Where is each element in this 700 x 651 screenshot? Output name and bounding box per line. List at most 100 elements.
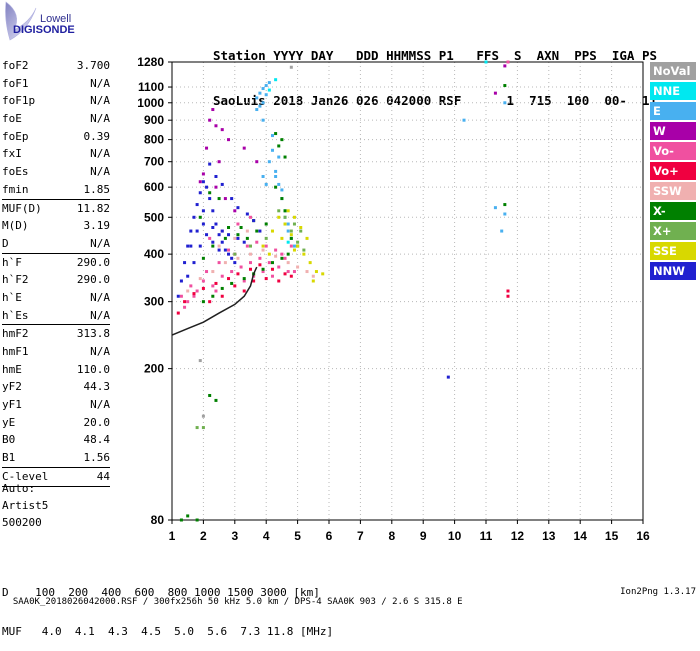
data-point: [223, 197, 227, 201]
param-name: foF1: [2, 76, 29, 90]
data-point: [267, 88, 271, 92]
param-row: fxI N/A: [2, 145, 110, 163]
data-point: [245, 229, 249, 233]
param-row: h`E N/A: [2, 289, 110, 307]
data-point: [227, 277, 231, 281]
data-point: [292, 248, 296, 252]
data-point: [258, 229, 262, 233]
data-point: [280, 256, 284, 260]
data-point: [214, 281, 218, 285]
data-point: [217, 160, 221, 164]
param-row: hmF1 N/A: [2, 343, 110, 361]
x-tick-label: 6: [326, 529, 333, 543]
data-point: [217, 233, 221, 237]
x-tick-label: 3: [231, 529, 238, 543]
data-point: [274, 132, 278, 136]
data-point: [280, 197, 284, 201]
data-point: [214, 222, 218, 226]
direction-legend: NoVal NNE E W Vo- Vo+ SSW X- X+ SSE NNW: [650, 62, 696, 282]
data-point: [264, 182, 268, 186]
data-point: [208, 162, 212, 166]
data-point: [205, 233, 209, 237]
x-tick-label: 7: [357, 529, 364, 543]
param-value: 290.0: [76, 255, 110, 269]
data-point: [274, 254, 278, 258]
data-point: [242, 146, 246, 150]
param-separator: [2, 466, 110, 468]
param-name: h`Es: [2, 308, 29, 322]
data-point: [283, 209, 287, 213]
y-tick-label: 800: [144, 133, 164, 147]
param-name: fmin: [2, 182, 29, 196]
param-name: hmF2: [2, 327, 29, 341]
param-value: 44.3: [83, 380, 111, 394]
data-point: [195, 518, 199, 522]
param-name: B1: [2, 451, 16, 465]
data-point: [299, 229, 303, 233]
data-point: [208, 197, 212, 201]
data-point: [267, 81, 271, 85]
data-point: [220, 182, 224, 186]
param-name: h`F: [2, 255, 22, 269]
data-point: [264, 277, 268, 281]
param-row: foEp 0.39: [2, 128, 110, 146]
param-value: N/A: [90, 112, 110, 126]
footer-file-info: SAA0K_2018026042000.RSF / 300fx256h 50 k…: [12, 597, 463, 607]
param-row: hmE 110.0: [2, 361, 110, 379]
legend-item: NNE: [650, 82, 696, 100]
data-point: [220, 128, 224, 132]
data-point: [277, 215, 281, 219]
autoscaling-info: Auto: Artist5 500200: [2, 480, 48, 531]
param-value: 48.4: [83, 433, 111, 447]
param-name: hmF1: [2, 345, 29, 358]
param-name: C-level: [2, 469, 49, 483]
data-point: [292, 222, 296, 226]
param-name: MUF(D): [2, 201, 42, 215]
data-point: [255, 108, 259, 112]
data-point: [230, 281, 234, 285]
data-point: [280, 138, 284, 142]
y-tick-label: 900: [144, 113, 164, 127]
param-name: foEs: [2, 165, 29, 179]
data-point: [236, 272, 240, 276]
data-point: [286, 222, 290, 226]
data-point: [267, 252, 271, 256]
legend-item: NoVal: [650, 62, 696, 80]
data-point: [230, 256, 234, 260]
data-point: [292, 215, 296, 219]
data-point: [252, 219, 256, 223]
data-point: [308, 261, 312, 265]
param-name: yF1: [2, 398, 22, 412]
data-point: [211, 294, 215, 298]
data-point: [270, 261, 274, 265]
data-point: [311, 274, 315, 278]
param-value: 11.82: [76, 201, 110, 215]
legend-item: Vo-: [650, 142, 696, 160]
data-point: [314, 270, 318, 274]
data-point: [286, 240, 290, 244]
data-point: [503, 212, 507, 216]
data-point: [274, 185, 278, 189]
param-value: N/A: [90, 147, 110, 161]
data-point: [227, 233, 231, 237]
auto-code: 500200: [2, 516, 42, 529]
data-point: [289, 229, 293, 233]
data-point: [198, 244, 202, 248]
x-tick-label: 10: [448, 529, 462, 543]
x-tick-label: 2: [200, 529, 207, 543]
param-name: B0: [2, 433, 16, 447]
param-name: fxI: [2, 147, 22, 161]
data-point: [220, 240, 224, 244]
data-point: [189, 229, 193, 233]
y-tick-label: 600: [144, 180, 164, 194]
data-point: [249, 244, 252, 248]
data-point: [305, 236, 309, 240]
data-point: [500, 229, 504, 233]
data-point: [201, 256, 205, 260]
data-point: [220, 274, 224, 278]
data-point: [195, 229, 199, 233]
legend-item: X-: [650, 202, 696, 220]
data-point: [258, 104, 262, 108]
data-point: [201, 426, 205, 430]
data-point: [264, 84, 268, 88]
